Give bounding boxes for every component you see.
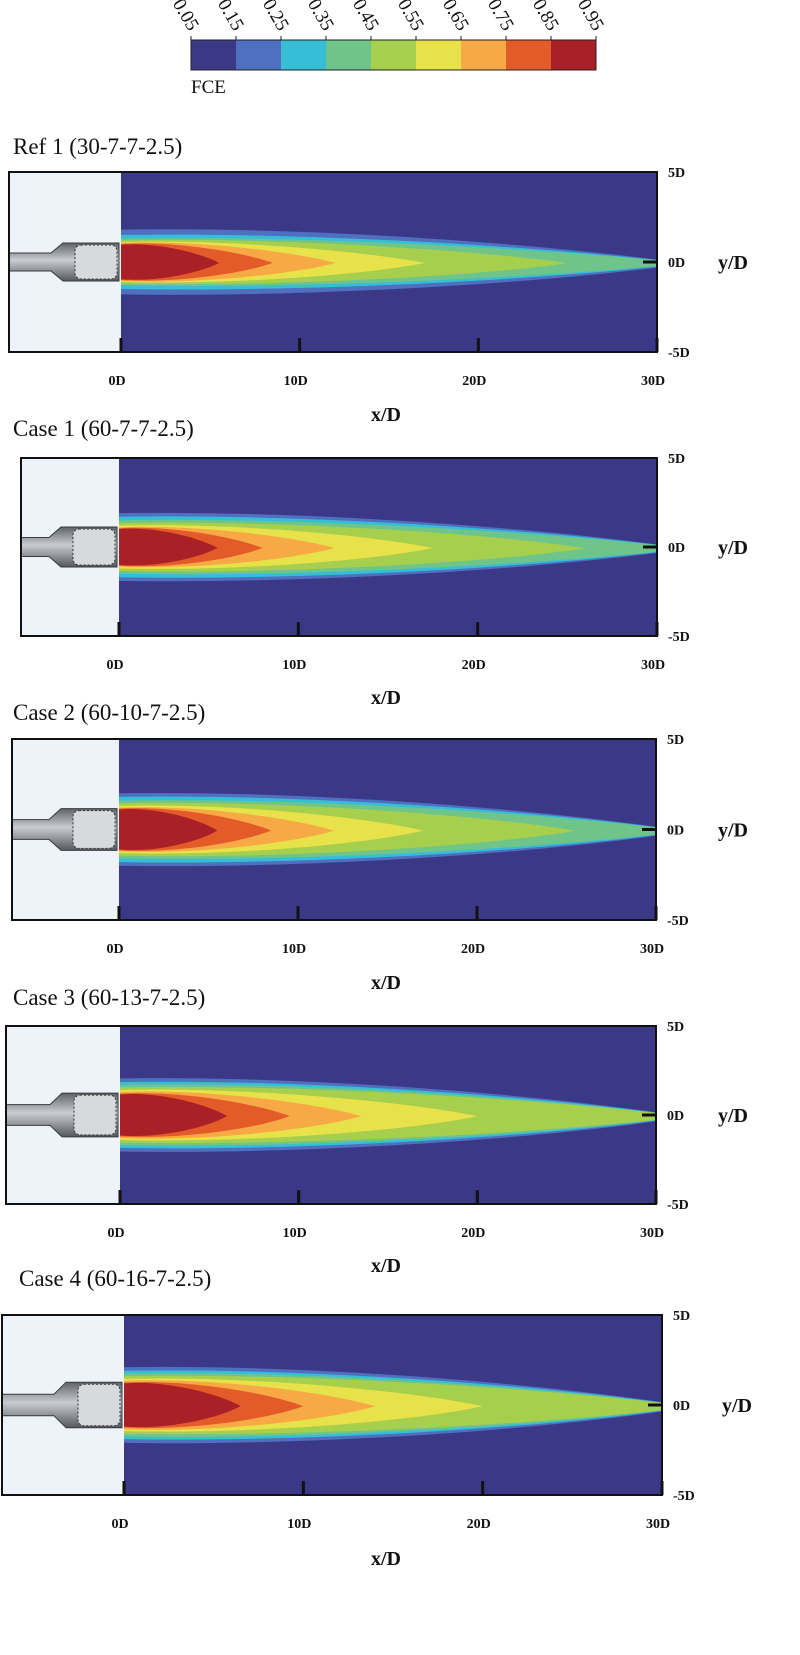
nozzle-tip — [72, 810, 116, 849]
y-tick-label: 0D — [673, 1399, 690, 1414]
panel-title: Case 2 (60-10-7-2.5) — [13, 700, 206, 725]
x-tick-label: 10D — [284, 374, 308, 389]
colorbar-swatch — [371, 40, 417, 70]
colorbar-tick-label: 0.55 — [393, 0, 428, 35]
y-tick-label: 5D — [668, 452, 685, 467]
y-tick-label: 5D — [668, 166, 685, 181]
x-tick-label: 10D — [282, 658, 306, 673]
nozzle-tip — [72, 528, 116, 566]
x-tick-label: 20D — [462, 374, 486, 389]
y-tick-label: 0D — [668, 256, 685, 271]
colorbar-tick-label: 0.35 — [303, 0, 338, 35]
y-tick-label: 5D — [673, 1309, 690, 1324]
colorbar: 0.05 0.15 0.25 0.35 0.45 0.55 0.65 0.75 0.85 0.95… — [168, 0, 608, 98]
x-tick-label: 20D — [461, 942, 485, 957]
y-axis-label: y/D — [718, 820, 748, 842]
colorbar-tick-label: 0.75 — [483, 0, 518, 35]
nozzle-tip — [73, 1094, 117, 1136]
contour-plot: 0D 10D 20D 30D 5D 0D -5D y/D x/D — [11, 733, 748, 994]
y-axis-label: y/D — [718, 1105, 748, 1127]
contour-band — [120, 1095, 183, 1135]
y-tick-label: 5D — [667, 1020, 684, 1035]
x-tick-label: 20D — [467, 1517, 491, 1532]
y-tick-label: -5D — [667, 1198, 689, 1213]
colorbar-swatch — [506, 40, 552, 70]
x-tick-label: 0D — [106, 942, 123, 957]
x-tick-label: 20D — [461, 1226, 485, 1241]
x-tick-label: 10D — [283, 1226, 307, 1241]
contour-plot: 0D 10D 20D 30D 5D 0D -5D y/D x/D — [8, 166, 748, 426]
colorbar-swatch — [326, 40, 372, 70]
y-tick-label: 5D — [667, 733, 684, 748]
x-axis-label: x/D — [371, 1548, 401, 1570]
colorbar-swatch — [191, 40, 237, 70]
x-axis-label: x/D — [371, 687, 401, 709]
y-tick-label: 0D — [667, 824, 684, 839]
colorbar-swatch — [281, 40, 327, 70]
nozzle-tip — [77, 1383, 121, 1427]
panel-title: Case 3 (60-13-7-2.5) — [13, 985, 206, 1010]
x-tick-label: 30D — [646, 1517, 670, 1532]
contour-band — [124, 1384, 193, 1426]
x-tick-label: 0D — [111, 1517, 128, 1532]
colorbar-tick-label: 0.65 — [438, 0, 473, 35]
colorbar-label: FCE — [191, 77, 226, 98]
x-tick-label: 0D — [106, 658, 123, 673]
x-axis-label: x/D — [371, 404, 401, 426]
x-tick-label: 0D — [108, 374, 125, 389]
panel-title: Case 1 (60-7-7-2.5) — [13, 416, 194, 441]
contour-plot: 0D 10D 20D 30D 5D 0D -5D y/D x/D — [5, 1020, 748, 1277]
contour-plot: 0D 10D 20D 30D 5D 0D -5D y/D x/D — [1, 1309, 752, 1570]
x-axis-label: x/D — [371, 1255, 401, 1277]
x-tick-label: 10D — [282, 942, 306, 957]
y-tick-label: -5D — [667, 914, 689, 929]
x-tick-label: 0D — [107, 1226, 124, 1241]
colorbar-tick-label: 0.95 — [573, 0, 608, 35]
colorbar-tick-label: 0.05 — [168, 0, 203, 35]
colorbar-tick-label: 0.15 — [213, 0, 248, 35]
x-tick-label: 30D — [641, 374, 665, 389]
colorbar-swatch — [461, 40, 507, 70]
x-tick-label: 30D — [641, 658, 665, 673]
y-tick-label: -5D — [673, 1489, 695, 1504]
y-tick-label: 0D — [667, 1109, 684, 1124]
y-tick-label: 0D — [668, 541, 685, 556]
colorbar-tick-label: 0.45 — [348, 0, 383, 35]
contour-band — [121, 246, 179, 278]
colorbar-tick-label: 0.85 — [528, 0, 563, 35]
x-tick-label: 30D — [640, 942, 664, 957]
y-axis-label: y/D — [718, 252, 748, 274]
contour-band — [119, 530, 173, 564]
colorbar-swatch — [416, 40, 462, 70]
contour-plot: 0D 10D 20D 30D 5D 0D -5D y/D x/D — [20, 452, 748, 709]
x-tick-label: 30D — [640, 1226, 664, 1241]
y-axis-label: y/D — [718, 537, 748, 559]
colorbar-swatch — [551, 40, 597, 70]
colorbar-tick-label: 0.25 — [258, 0, 293, 35]
y-axis-label: y/D — [722, 1395, 752, 1417]
colorbar-frame — [190, 39, 597, 71]
y-tick-label: -5D — [668, 346, 690, 361]
x-axis-label: x/D — [371, 972, 401, 994]
x-tick-label: 10D — [287, 1517, 311, 1532]
y-tick-label: -5D — [668, 630, 690, 645]
contour-band — [119, 810, 179, 849]
x-tick-label: 20D — [462, 658, 486, 673]
nozzle-tip — [74, 244, 118, 280]
panel-title: Ref 1 (30-7-7-2.5) — [13, 134, 183, 159]
colorbar-swatch — [236, 40, 282, 70]
panel-title: Case 4 (60-16-7-2.5) — [19, 1266, 212, 1291]
